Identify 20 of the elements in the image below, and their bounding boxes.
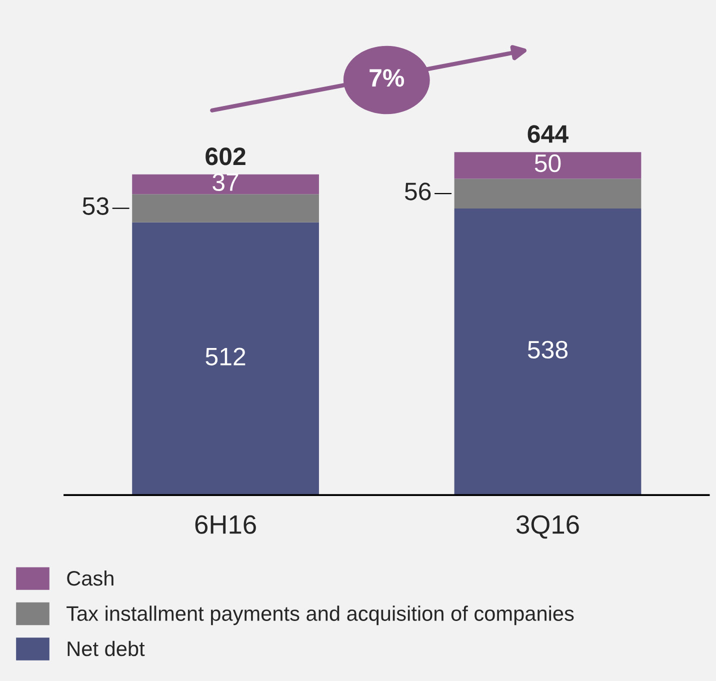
data-label: 37 (212, 173, 238, 191)
total-label: 602 (206, 148, 246, 166)
x-tick-label: 6H16 (195, 515, 256, 534)
bar (454, 208, 642, 496)
bar (132, 222, 319, 496)
data-label: 50 (534, 154, 561, 172)
bar (132, 194, 319, 222)
bar (454, 152, 642, 179)
x-tick-label: 3Q16 (516, 515, 579, 539)
data-label: 56 (404, 182, 431, 200)
text: 7% (370, 69, 404, 87)
legend-label: Cash (67, 570, 114, 586)
bar (132, 174, 319, 194)
data-label: 512 (206, 348, 246, 366)
bar (454, 178, 642, 209)
total-label: 644 (528, 125, 568, 143)
legend-label: Net debt (68, 640, 145, 656)
data-label: 538 (528, 340, 568, 359)
legend-label: Tax installment payments and acquisition of companies (66, 606, 574, 626)
data-label: 53 (82, 197, 108, 215)
